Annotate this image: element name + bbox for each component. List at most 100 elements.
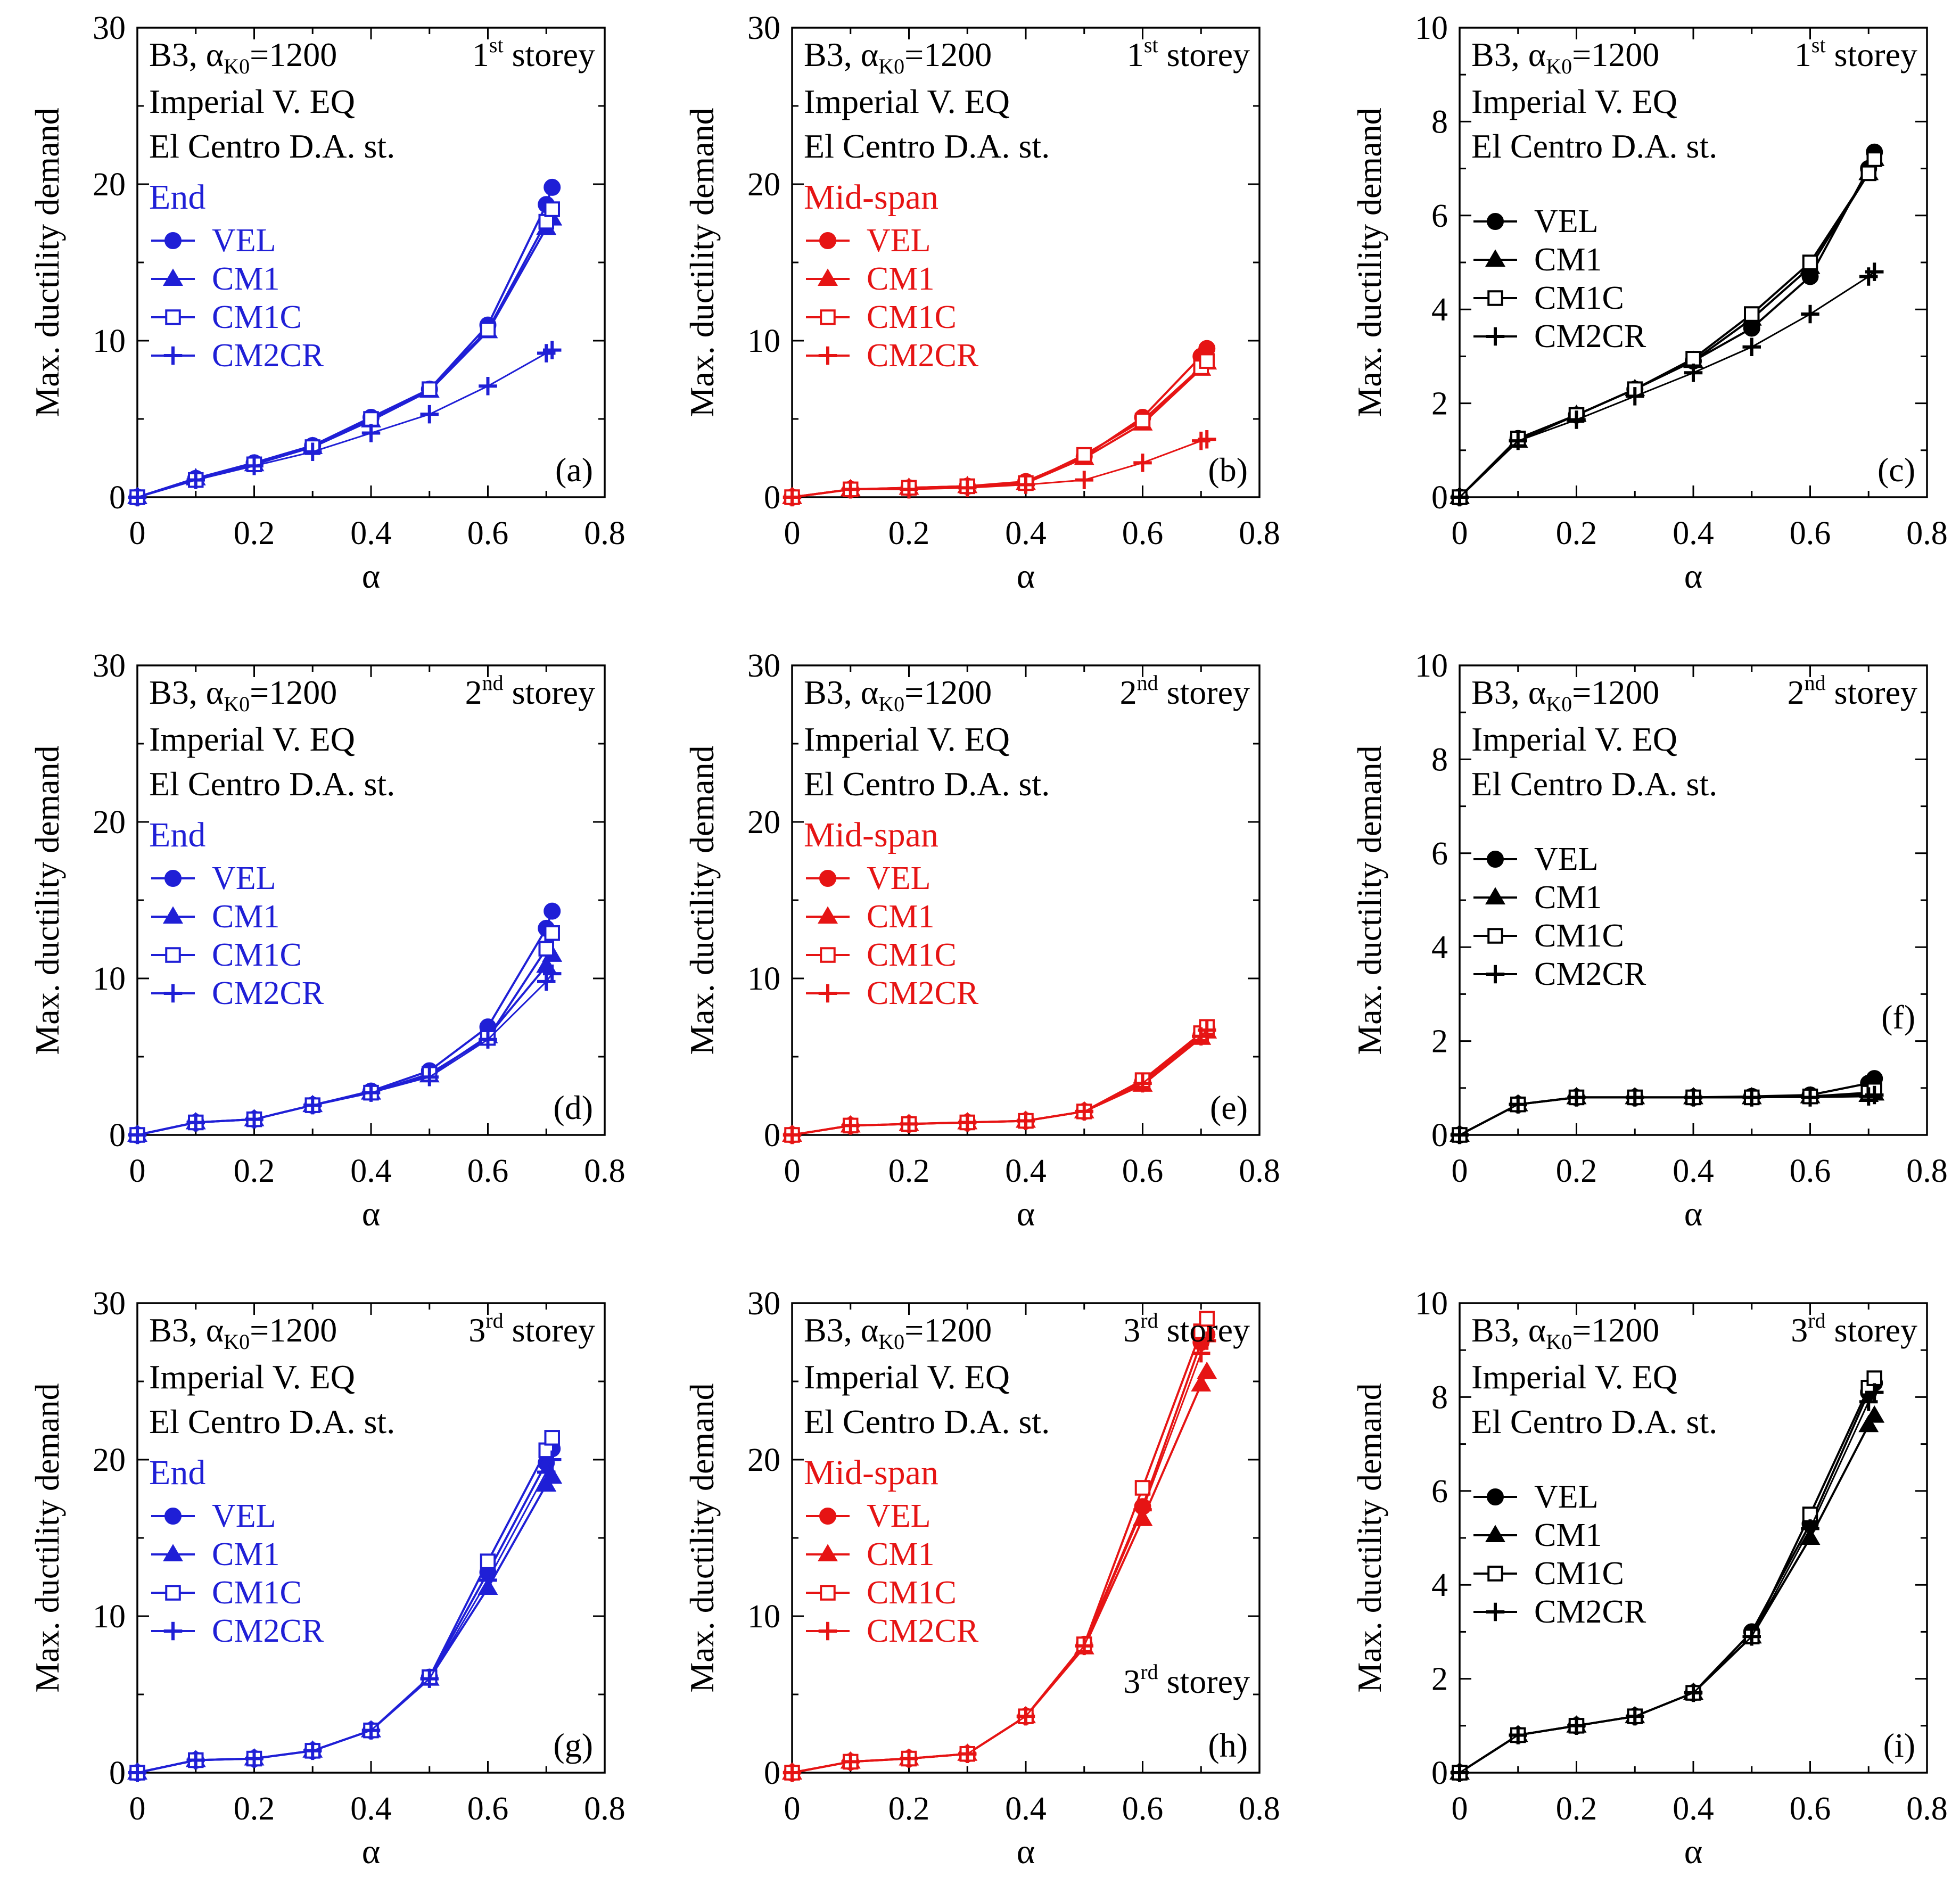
x-tick-label: 0.4 xyxy=(350,1153,392,1189)
legend-marker-cm1 xyxy=(1485,249,1505,267)
earthquake-label: Imperial V. EQ xyxy=(149,720,355,758)
legend-marker-cm1 xyxy=(163,906,183,924)
data-point-cm2cr xyxy=(1197,430,1216,449)
series-line-cm1 xyxy=(137,1476,553,1774)
legend-label-cm1: CM1 xyxy=(1534,242,1602,278)
legend-label-cm1c: CM1C xyxy=(867,299,957,335)
y-tick-label: 8 xyxy=(1431,1379,1448,1415)
data-point-cm2cr xyxy=(1450,1763,1469,1782)
storey-number: 1 xyxy=(1794,36,1811,73)
x-tick-label: 0.6 xyxy=(467,1153,509,1189)
data-point-cm1c xyxy=(480,322,496,338)
panel-title: B3, αK0=1200 xyxy=(804,36,992,78)
storey-superscript: nd xyxy=(482,671,504,695)
data-point-cm1 xyxy=(1191,1374,1212,1392)
data-point-cm2cr xyxy=(1567,1716,1586,1735)
panel-title: B3, αK0=1200 xyxy=(149,1311,337,1354)
storey-number: 2 xyxy=(1788,673,1805,711)
x-axis-label: α xyxy=(362,1832,381,1871)
y-tick-label: 0 xyxy=(764,480,780,516)
data-point-cm2cr xyxy=(1509,431,1527,450)
panel-title-main: B3, α xyxy=(149,1311,224,1349)
legend-marker-cm2cr xyxy=(1486,327,1505,346)
y-tick-label: 4 xyxy=(1431,292,1448,328)
storey-label: 1st storey xyxy=(1127,33,1250,73)
legend-label-cm2cr: CM2CR xyxy=(1534,1594,1646,1630)
data-point-cm2cr xyxy=(361,1083,381,1102)
x-tick-label: 0.8 xyxy=(1906,515,1948,551)
data-point-cm2cr xyxy=(537,1463,556,1481)
legend-label-cm1: CM1 xyxy=(212,261,279,297)
y-tick-label: 20 xyxy=(93,1442,126,1478)
data-point-cm2cr xyxy=(900,1749,918,1768)
data-point-cm2cr xyxy=(1450,488,1469,507)
y-tick-label: 6 xyxy=(1431,836,1448,872)
storey-word: storey xyxy=(504,1311,595,1349)
legend-marker-vel xyxy=(164,232,182,249)
legend-marker-vel xyxy=(819,232,836,249)
panel-label: (a) xyxy=(555,451,593,489)
x-tick-label: 0.6 xyxy=(467,515,509,551)
chart-panel-e: 0 0.2 0.4 0.6 0.8 0 10 20 30 α Max. ductility dema… xyxy=(683,648,1280,1233)
panel-title-main: B3, α xyxy=(149,673,224,711)
x-tick-label: 0 xyxy=(784,1153,801,1189)
y-tick-label: 20 xyxy=(93,804,126,841)
x-tick-label: 0.6 xyxy=(467,1791,509,1827)
storey-word: storey xyxy=(504,673,595,711)
legend-marker-cm1 xyxy=(818,1544,838,1561)
legend-marker-cm1c xyxy=(165,947,181,963)
x-tick-label: 0.2 xyxy=(888,515,930,551)
storey-label: 3rd storey xyxy=(1791,1308,1917,1349)
storey-number: 3 xyxy=(1791,1311,1808,1349)
data-point-cm2cr xyxy=(303,442,322,461)
panel-title: B3, αK0=1200 xyxy=(1471,673,1659,716)
legend-marker-cm1c xyxy=(1487,290,1503,306)
data-point-cm2cr xyxy=(1016,1707,1035,1726)
legend-label-cm1: CM1 xyxy=(867,261,934,297)
legend-marker-vel xyxy=(1487,213,1504,230)
panel-label: (e) xyxy=(1210,1089,1248,1126)
earthquake-label: Imperial V. EQ xyxy=(1471,1358,1677,1396)
legend-marker-vel xyxy=(164,870,182,887)
legend-title: Mid-span xyxy=(804,816,938,854)
annotation-number: 3 xyxy=(1123,1662,1140,1700)
panel-title-value: =1200 xyxy=(1572,673,1659,711)
data-point-cm2cr xyxy=(783,1763,802,1782)
y-tick-label: 30 xyxy=(93,10,126,46)
data-point-cm1c xyxy=(1866,1370,1882,1386)
data-point-cm1c xyxy=(1199,353,1215,369)
data-point-cm1c xyxy=(538,213,554,230)
y-axis-label: Max. ductility demand xyxy=(28,1383,66,1692)
data-point-cm2cr xyxy=(783,488,802,507)
legend-marker-cm1c xyxy=(165,309,181,325)
data-point-cm2cr xyxy=(841,1116,860,1135)
legend-marker-vel xyxy=(164,1508,182,1525)
legend-marker-cm1c xyxy=(820,947,836,963)
legend-marker-cm1 xyxy=(818,906,838,924)
panel-label: (c) xyxy=(1877,451,1915,489)
legend-title: End xyxy=(149,816,205,854)
legend-label-vel: VEL xyxy=(867,1498,931,1534)
legend-marker-cm1c xyxy=(165,1585,181,1601)
station-label: El Centro D.A. st. xyxy=(804,127,1050,165)
data-point-cm2cr xyxy=(841,480,860,499)
data-point-cm2cr xyxy=(1133,1074,1152,1093)
x-tick-label: 0.8 xyxy=(584,515,625,551)
x-tick-label: 0.4 xyxy=(1005,515,1047,551)
y-axis-label: Max. ductility demand xyxy=(1350,745,1388,1055)
y-tick-label: 10 xyxy=(1415,648,1448,684)
data-point-cm2cr xyxy=(1684,1088,1703,1107)
x-tick-label: 0 xyxy=(1452,515,1468,551)
legend-label-vel: VEL xyxy=(1534,1479,1599,1515)
data-point-cm2cr xyxy=(783,1125,802,1145)
earthquake-label: Imperial V. EQ xyxy=(1471,83,1677,120)
panel-label: (b) xyxy=(1208,451,1248,489)
legend-label-vel: VEL xyxy=(212,1498,276,1534)
data-point-cm2cr xyxy=(479,377,497,396)
x-tick-label: 0.4 xyxy=(350,515,392,551)
legend-label-cm2cr: CM2CR xyxy=(867,975,979,1011)
x-tick-label: 0.8 xyxy=(1239,515,1280,551)
y-axis-label: Max. ductility demand xyxy=(28,745,66,1055)
panel-title-value: =1200 xyxy=(1572,36,1659,73)
